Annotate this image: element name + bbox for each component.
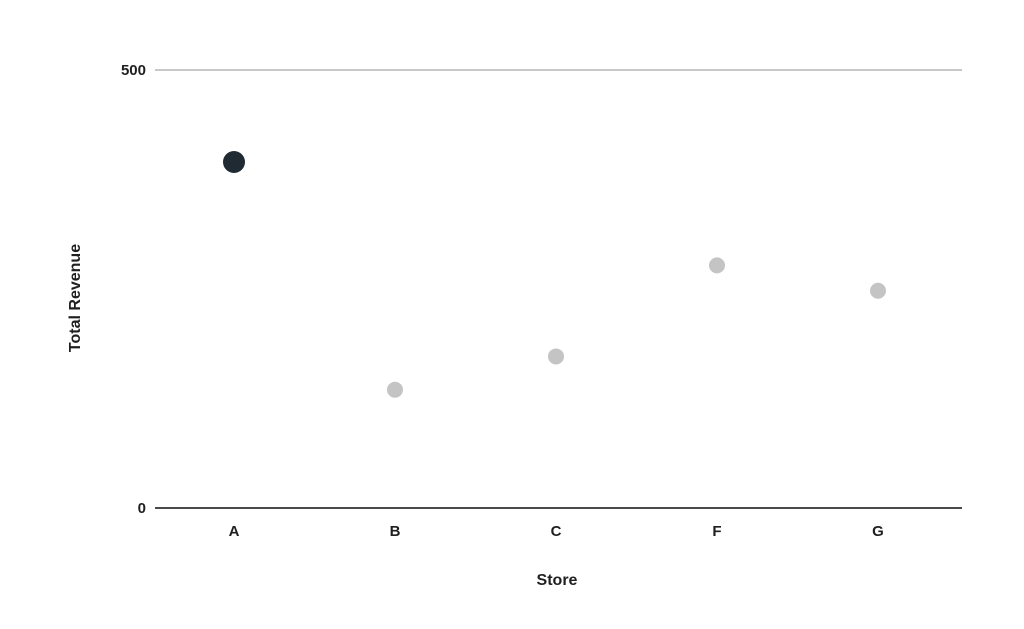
point-C: [548, 348, 564, 365]
x-tick-label-F: F: [712, 523, 721, 540]
point-B: [387, 381, 403, 398]
x-axis-title: Store: [537, 572, 578, 589]
x-tick-label-A: A: [229, 523, 240, 540]
y-axis-title: Total Revenue: [67, 244, 84, 352]
y-tick-label-1: 500: [121, 62, 146, 79]
x-tick-label-G: G: [872, 523, 884, 540]
data-points: [223, 150, 886, 398]
point-A: [223, 150, 245, 173]
y-tick-labels: 0 500: [121, 62, 146, 517]
y-gridlines: [155, 69, 962, 509]
x-tick-label-B: B: [390, 523, 401, 540]
point-F: [709, 257, 725, 274]
y-tick-label-0: 0: [138, 500, 146, 517]
point-G: [870, 282, 886, 299]
x-tick-label-C: C: [551, 523, 562, 540]
